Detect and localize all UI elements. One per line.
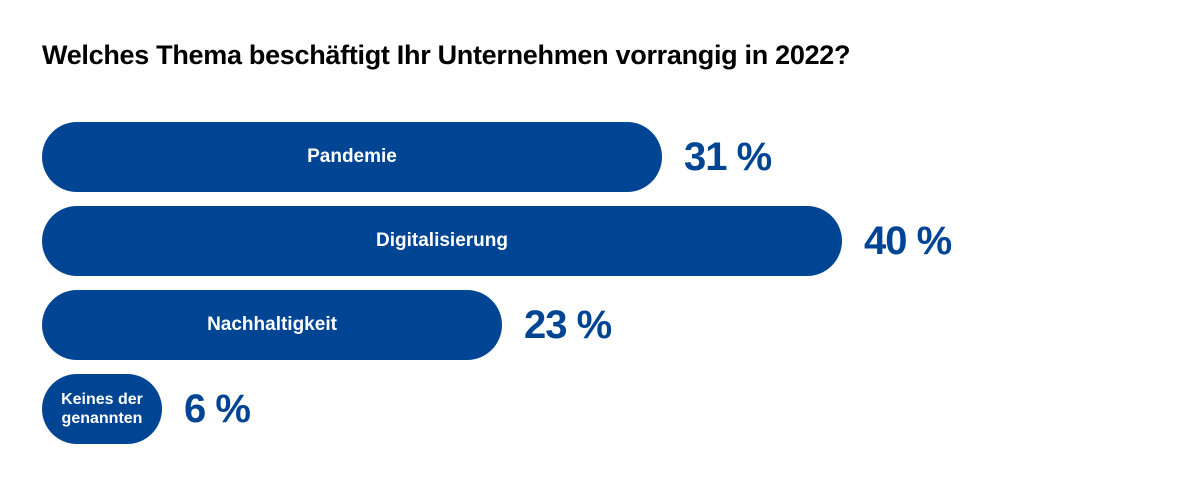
bar-label: Keines der genannten bbox=[61, 390, 143, 427]
bar-value-label: 23 % bbox=[524, 302, 612, 347]
bar-row: Nachhaltigkeit 23 % bbox=[42, 290, 1142, 360]
bar-row: Pandemie 31 % bbox=[42, 122, 1142, 192]
bar-value-label: 31 % bbox=[684, 134, 772, 179]
bar-label: Pandemie bbox=[307, 145, 397, 167]
bar-nachhaltigkeit: Nachhaltigkeit bbox=[42, 290, 502, 360]
chart-title: Welches Thema beschäftigt Ihr Unternehme… bbox=[42, 40, 851, 70]
bar-row: Digitalisierung 40 % bbox=[42, 206, 1142, 276]
bar-label: Nachhaltigkeit bbox=[207, 313, 337, 335]
bar-chart: Pandemie 31 % Digitalisierung 40 % Nachhalti… bbox=[42, 122, 1142, 458]
bar-value-label: 6 % bbox=[184, 386, 251, 431]
bar-keines-der-genannten: Keines der genannten bbox=[42, 374, 162, 444]
bar-value-label: 40 % bbox=[864, 218, 952, 263]
bar-label: Digitalisierung bbox=[376, 229, 508, 251]
bar-row: Keines der genannten 6 % bbox=[42, 374, 1142, 444]
bar-digitalisierung: Digitalisierung bbox=[42, 206, 842, 276]
bar-pandemie: Pandemie bbox=[42, 122, 662, 192]
